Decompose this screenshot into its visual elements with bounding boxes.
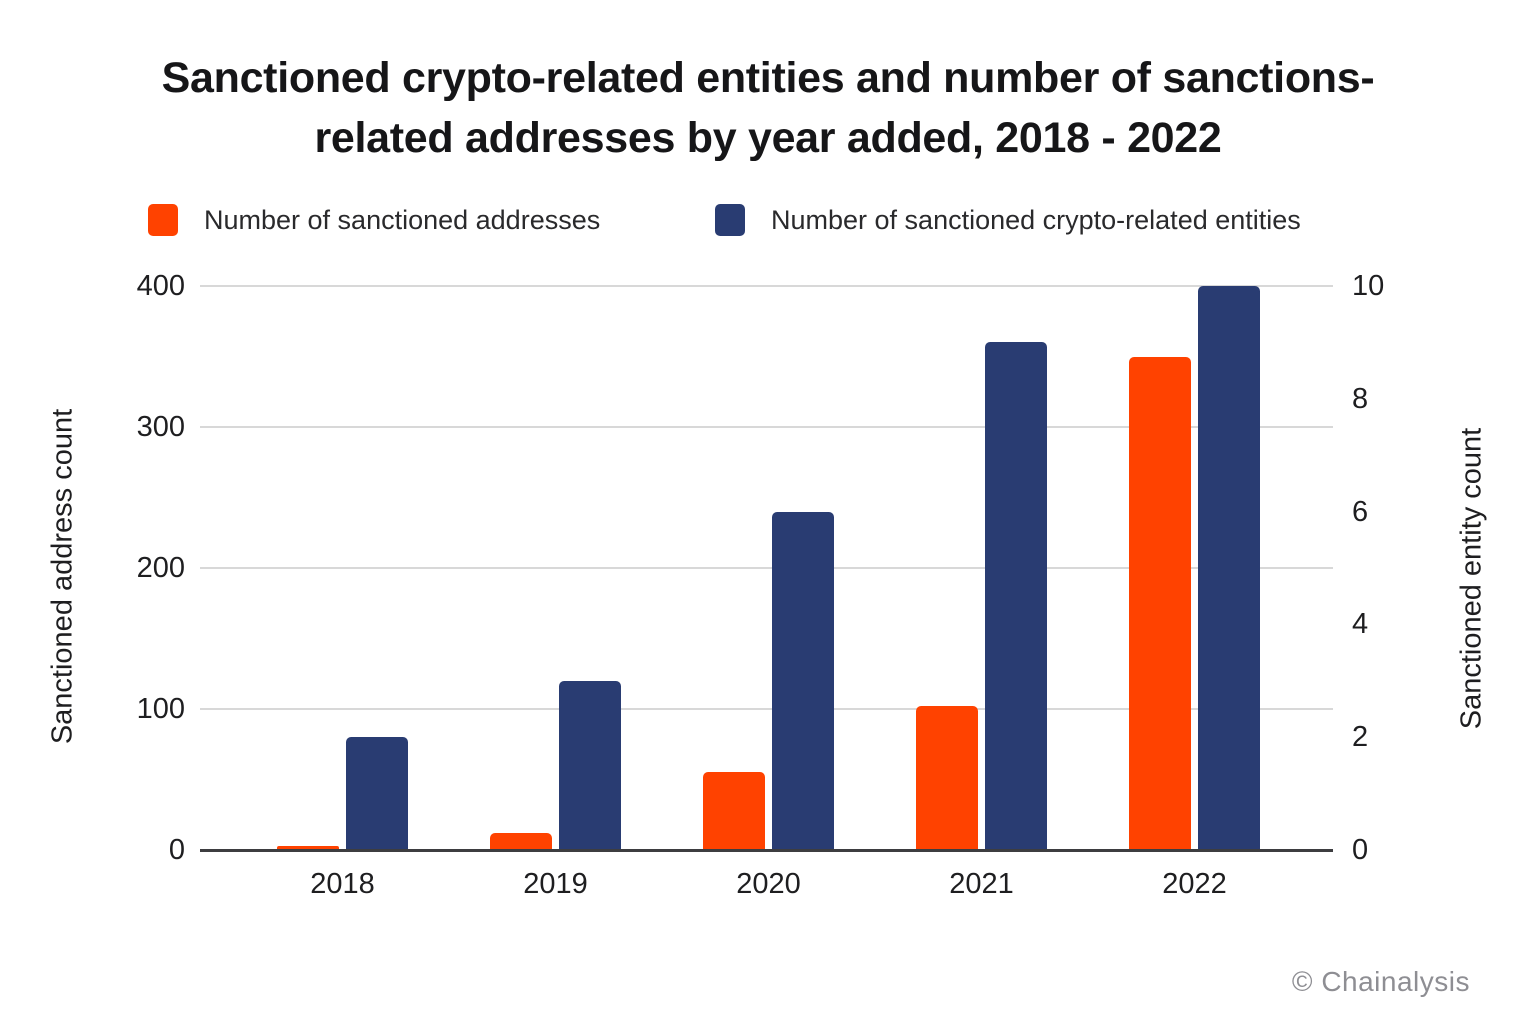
gridline-200 bbox=[200, 567, 1333, 569]
gridline-300 bbox=[200, 426, 1333, 428]
chart-title: Sanctioned crypto-related entities and n… bbox=[0, 48, 1536, 168]
legend: Number of sanctioned addresses Number of… bbox=[0, 202, 1536, 242]
x-axis-label-2020: 2020 bbox=[736, 868, 801, 900]
left-axis-tick-0: 0 bbox=[168, 834, 185, 866]
chart-title-line-2: related addresses by year added, 2018 - … bbox=[314, 114, 1222, 162]
right-axis-tick-6: 6 bbox=[1352, 495, 1369, 528]
left-axis-tick-100: 100 bbox=[136, 693, 185, 725]
x-axis-label-2018: 2018 bbox=[310, 868, 375, 900]
copyright-attribution: © Chainalysis bbox=[1291, 966, 1470, 997]
legend-swatch-entities bbox=[715, 204, 745, 236]
right-axis-tick-10: 10 bbox=[1352, 270, 1385, 302]
bar-entities-2022 bbox=[1198, 286, 1260, 850]
bar-addresses-2018 bbox=[277, 845, 339, 850]
right-axis-tick-0: 0 bbox=[1352, 834, 1369, 866]
x-axis-label-2019: 2019 bbox=[523, 868, 588, 900]
left-axis-tick-300: 300 bbox=[136, 411, 185, 443]
bar-entities-2019 bbox=[559, 680, 621, 850]
gridline-100 bbox=[200, 708, 1333, 710]
chart-title-line-1: Sanctioned crypto-related entities and n… bbox=[161, 54, 1375, 102]
right-axis-tick-4: 4 bbox=[1352, 608, 1369, 641]
legend-item-entities: Number of sanctioned crypto-related enti… bbox=[715, 202, 1301, 238]
bar-entities-2021 bbox=[985, 342, 1047, 850]
right-axis-title: Sanctioned entity count bbox=[1455, 427, 1488, 730]
gridline-400 bbox=[200, 285, 1333, 287]
legend-label-addresses: Number of sanctioned addresses bbox=[204, 204, 601, 235]
x-axis-label-2021: 2021 bbox=[949, 868, 1014, 900]
legend-item-addresses: Number of sanctioned addresses bbox=[148, 202, 600, 238]
bar-addresses-2022 bbox=[1129, 356, 1191, 850]
right-axis-tick-2: 2 bbox=[1352, 721, 1369, 754]
left-axis-tick-200: 200 bbox=[136, 552, 185, 584]
left-axis-tick-400: 400 bbox=[136, 270, 185, 302]
x-axis-line bbox=[200, 849, 1333, 852]
bar-addresses-2020 bbox=[703, 772, 765, 850]
bar-entities-2020 bbox=[772, 511, 834, 850]
bar-entities-2018 bbox=[346, 737, 408, 850]
bar-addresses-2019 bbox=[490, 833, 552, 850]
left-axis-title: Sanctioned address count bbox=[46, 408, 79, 745]
right-axis-tick-8: 8 bbox=[1352, 382, 1369, 415]
bar-addresses-2021 bbox=[916, 706, 978, 850]
legend-swatch-addresses bbox=[148, 204, 178, 236]
x-axis-label-2022: 2022 bbox=[1162, 868, 1227, 900]
legend-label-entities: Number of sanctioned crypto-related enti… bbox=[771, 204, 1301, 235]
